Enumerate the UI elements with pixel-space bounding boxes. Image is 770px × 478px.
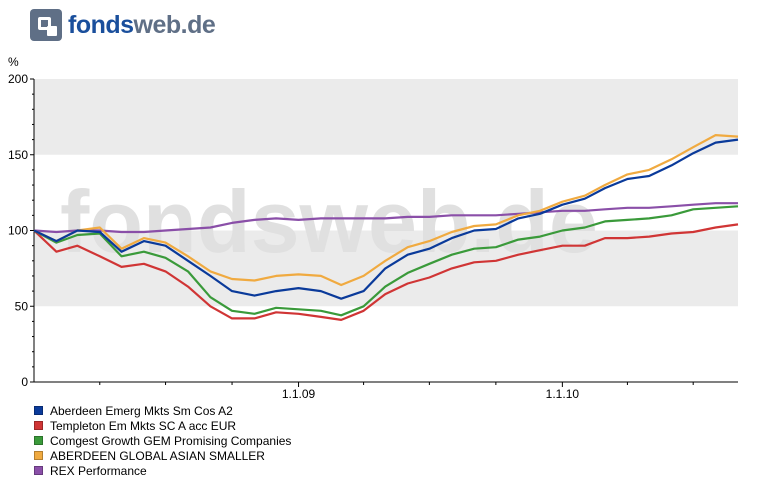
legend-swatch	[34, 436, 43, 445]
logo-text-web: web.de	[133, 10, 216, 39]
legend-swatch	[34, 466, 43, 475]
series-line-1	[33, 223, 739, 321]
y-tick-label: 50	[15, 299, 29, 313]
series-line-2	[33, 205, 739, 317]
legend-label: Templeton Em Mkts SC A acc EUR	[50, 418, 237, 433]
y-tick-label: 200	[8, 72, 28, 86]
y-tick-label: 150	[8, 148, 28, 162]
legend-label: REX Performance	[50, 463, 147, 478]
grid-band	[34, 79, 738, 155]
legend-item: Comgest Growth GEM Promising Companies	[34, 433, 291, 448]
x-tick-label: 1.1.09	[282, 387, 316, 400]
fondsweb-logo[interactable]: fondsweb.de	[30, 8, 216, 42]
series-line-3	[33, 134, 739, 287]
series-line-0	[33, 138, 739, 300]
logo-text: fondsweb.de	[68, 10, 216, 40]
legend-label: ABERDEEN GLOBAL ASIAN SMALLER	[50, 448, 265, 463]
logo-icon	[30, 9, 62, 41]
y-axis-unit-label: %	[8, 55, 19, 69]
legend-label: Comgest Growth GEM Promising Companies	[50, 433, 292, 448]
performance-chart: fondsweb.de 0 50 100 150 200 1.1.09 1.1.10 %	[8, 55, 739, 400]
legend-label: Aberdeen Emerg Mkts Sm Cos A2	[50, 403, 233, 418]
watermark-text: fondsweb.de	[60, 172, 598, 271]
y-tick-label: 100	[8, 224, 28, 238]
legend-item: ABERDEEN GLOBAL ASIAN SMALLER	[34, 448, 291, 463]
legend-item: Aberdeen Emerg Mkts Sm Cos A2	[34, 403, 291, 418]
chart-legend: Aberdeen Emerg Mkts Sm Cos A2 Templeton E…	[34, 403, 291, 478]
legend-item: REX Performance	[34, 463, 291, 478]
series-line-4	[33, 202, 738, 234]
x-tick-label: 1.1.10	[546, 387, 580, 400]
legend-swatch	[34, 406, 43, 415]
legend-swatch	[34, 451, 43, 460]
legend-item: Templeton Em Mkts SC A acc EUR	[34, 418, 291, 433]
logo-text-fonds: fonds	[68, 10, 134, 39]
y-tick-label: 0	[21, 375, 28, 389]
legend-swatch	[34, 421, 43, 430]
